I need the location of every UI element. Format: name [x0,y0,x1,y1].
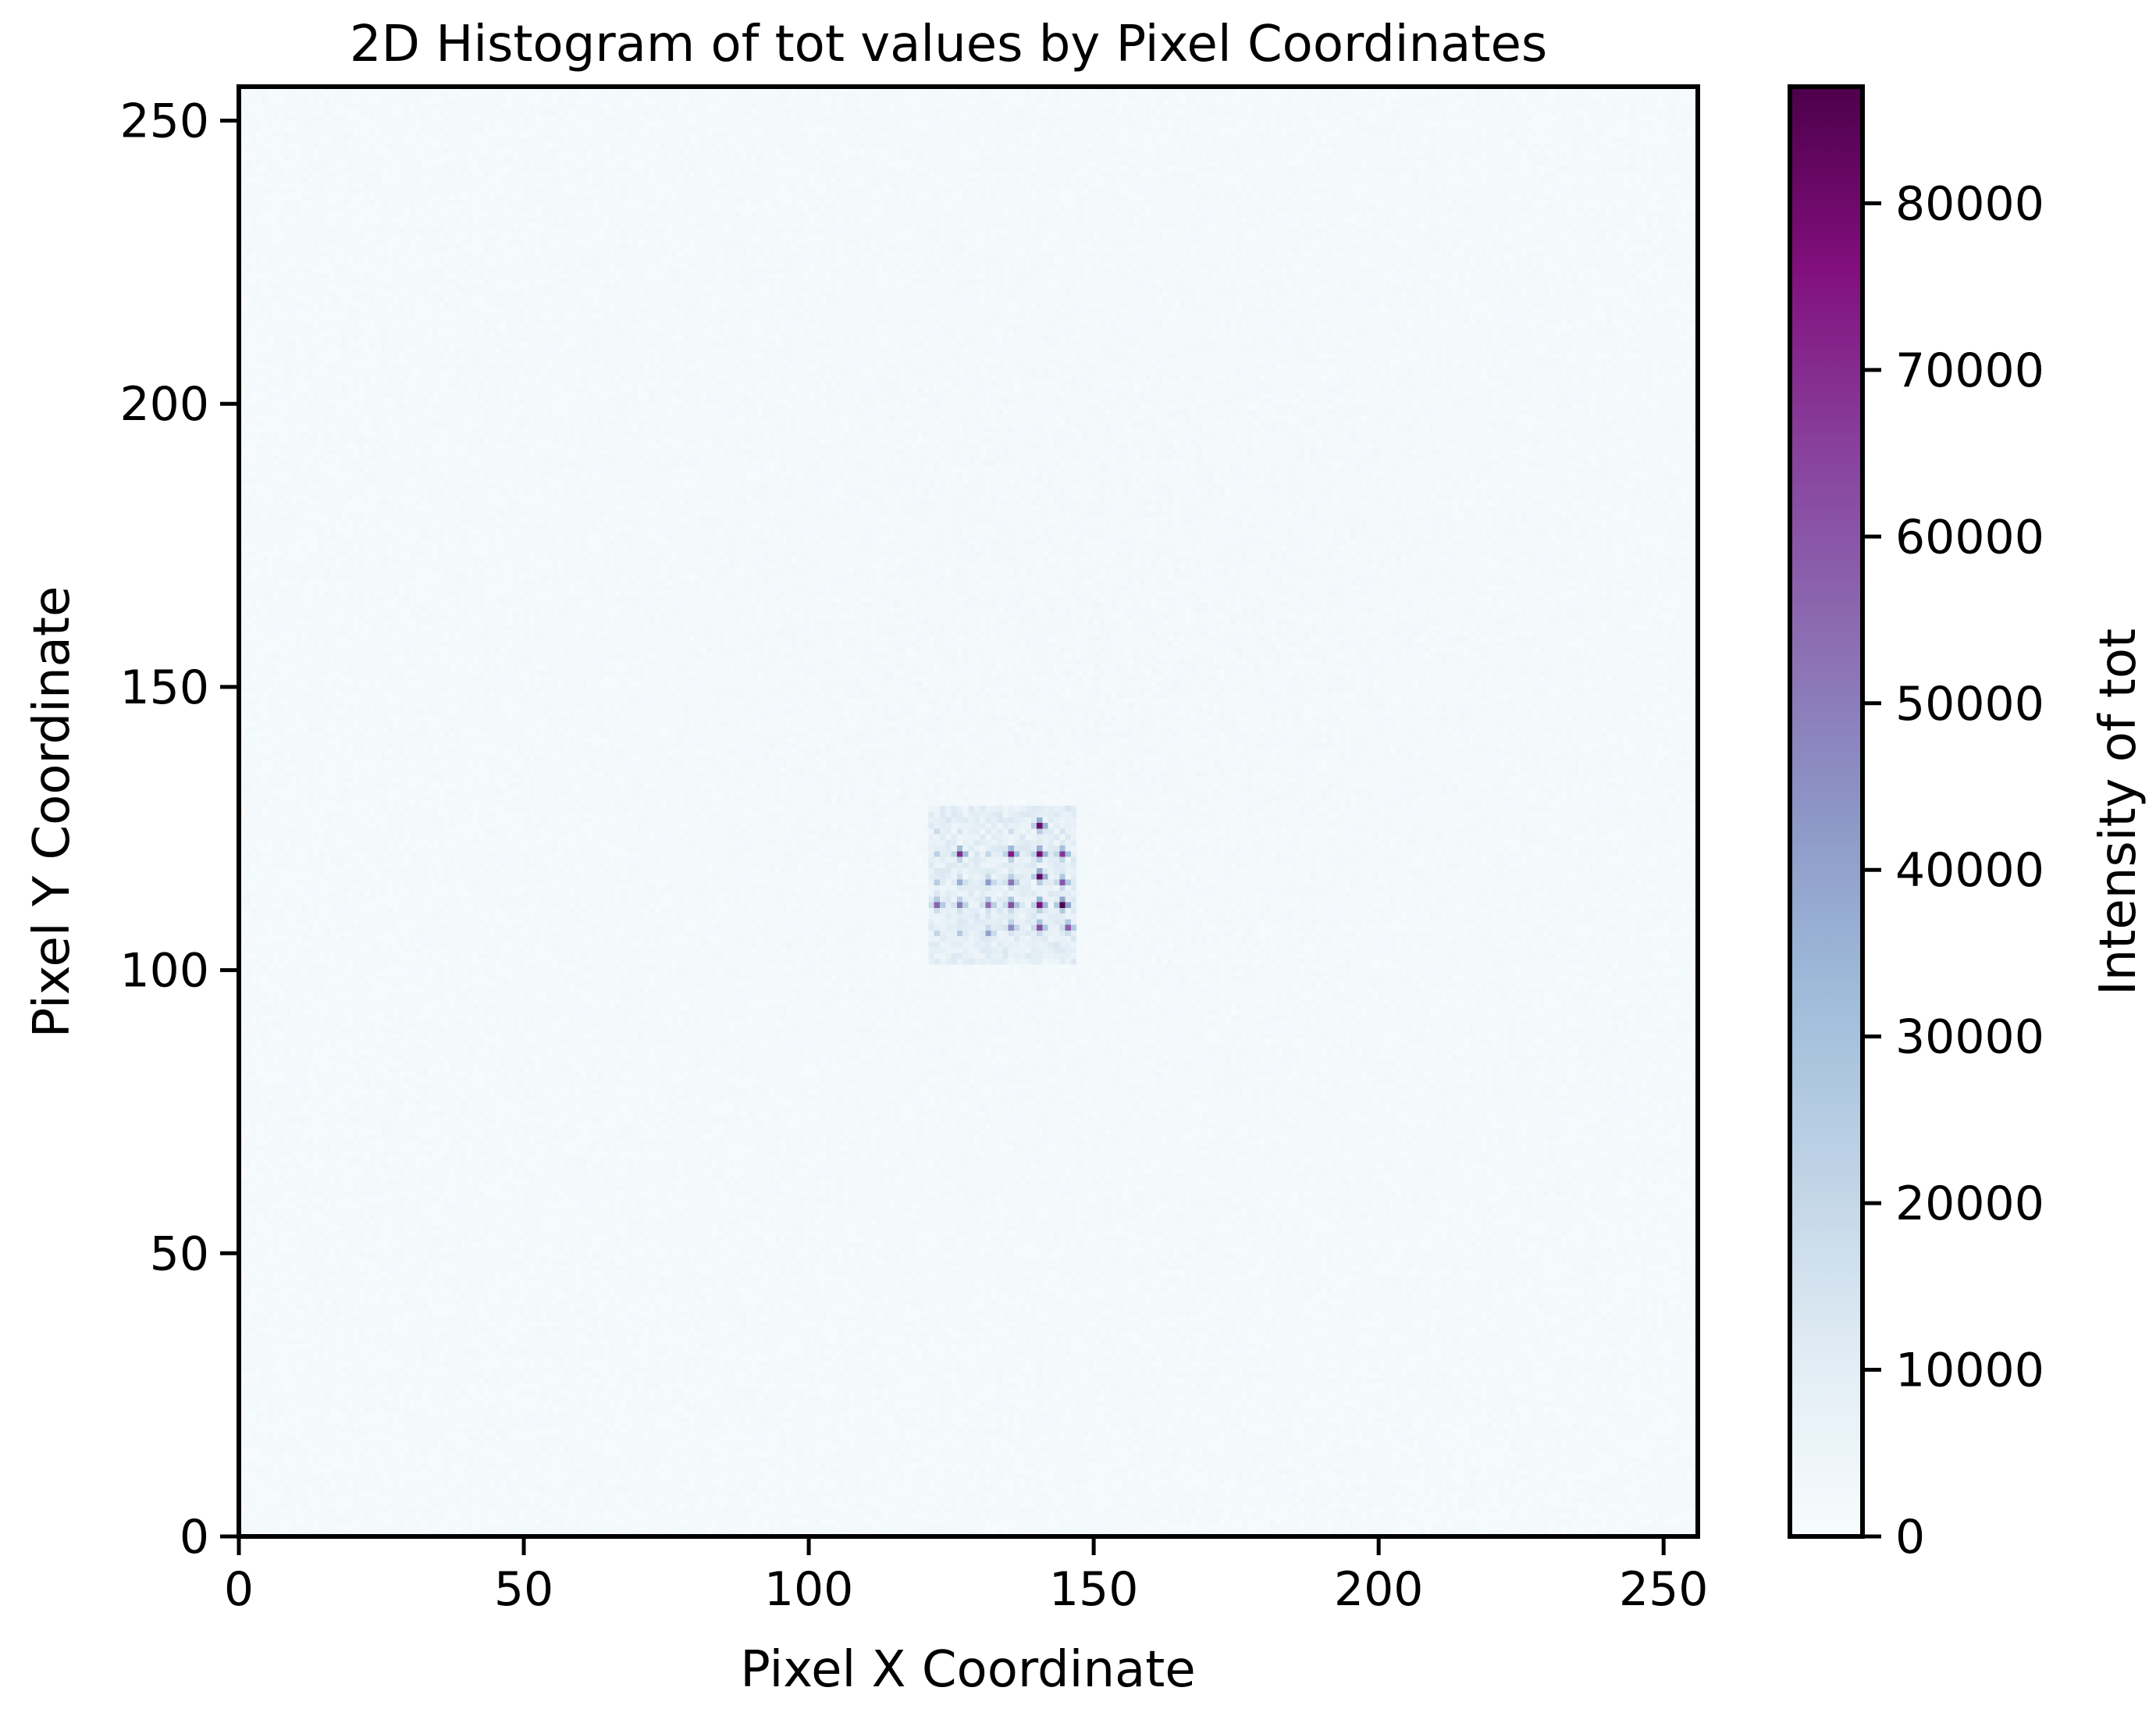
y-tick-label: 200 [119,377,209,432]
x-axis-ticks: 0 50 100 150 200 250 [224,1536,1709,1617]
colorbar-tick-label: 20000 [1895,1177,2044,1231]
y-tick-label: 50 [150,1226,209,1281]
y-tick-label: 0 [180,1510,209,1565]
colorbar-frame [1788,84,1865,1539]
y-tick-label: 100 [119,944,209,999]
colorbar-tick-label: 50000 [1895,677,2044,732]
plot-frame [237,84,1700,1539]
colorbar-tick-label: 0 [1895,1510,1925,1565]
colorbar-tick-label: 40000 [1895,843,2044,898]
y-axis-ticks: 0 50 100 150 200 250 [119,94,239,1565]
colorbar-tick-label: 30000 [1895,1010,2044,1065]
heatmap-layer [239,87,1698,1536]
colorbar-tick-label: 10000 [1895,1344,2044,1398]
x-tick-label: 100 [764,1562,854,1617]
x-tick-label: 150 [1049,1562,1139,1617]
colorbar-tick-label: 80000 [1895,176,2044,231]
heatmap-image [239,87,1698,1536]
colorbar: 0 10000 20000 30000 40000 50000 60000 70000 8000… [1788,84,2147,1565]
colorbar-label: Intensity of tot [2090,628,2147,995]
colorbar-tick-label: 70000 [1895,344,2044,398]
colorbar-ticks: 0 10000 20000 30000 40000 50000 60000 70000 8000… [1862,176,2044,1565]
y-tick-label: 250 [119,94,209,149]
y-axis-title: Pixel Y Coordinate [23,586,81,1038]
x-tick-label: 0 [224,1562,254,1617]
x-axis-title: Pixel X Coordinate [740,1641,1195,1699]
colorbar-gradient [1790,87,1862,1536]
y-tick-label: 150 [119,660,209,715]
colorbar-tick-label: 60000 [1895,510,2044,564]
x-tick-label: 200 [1334,1562,1424,1617]
x-tick-label: 250 [1619,1562,1709,1617]
x-tick-label: 50 [494,1562,553,1617]
chart-title: 2D Histogram of tot values by Pixel Coor… [350,16,1547,73]
